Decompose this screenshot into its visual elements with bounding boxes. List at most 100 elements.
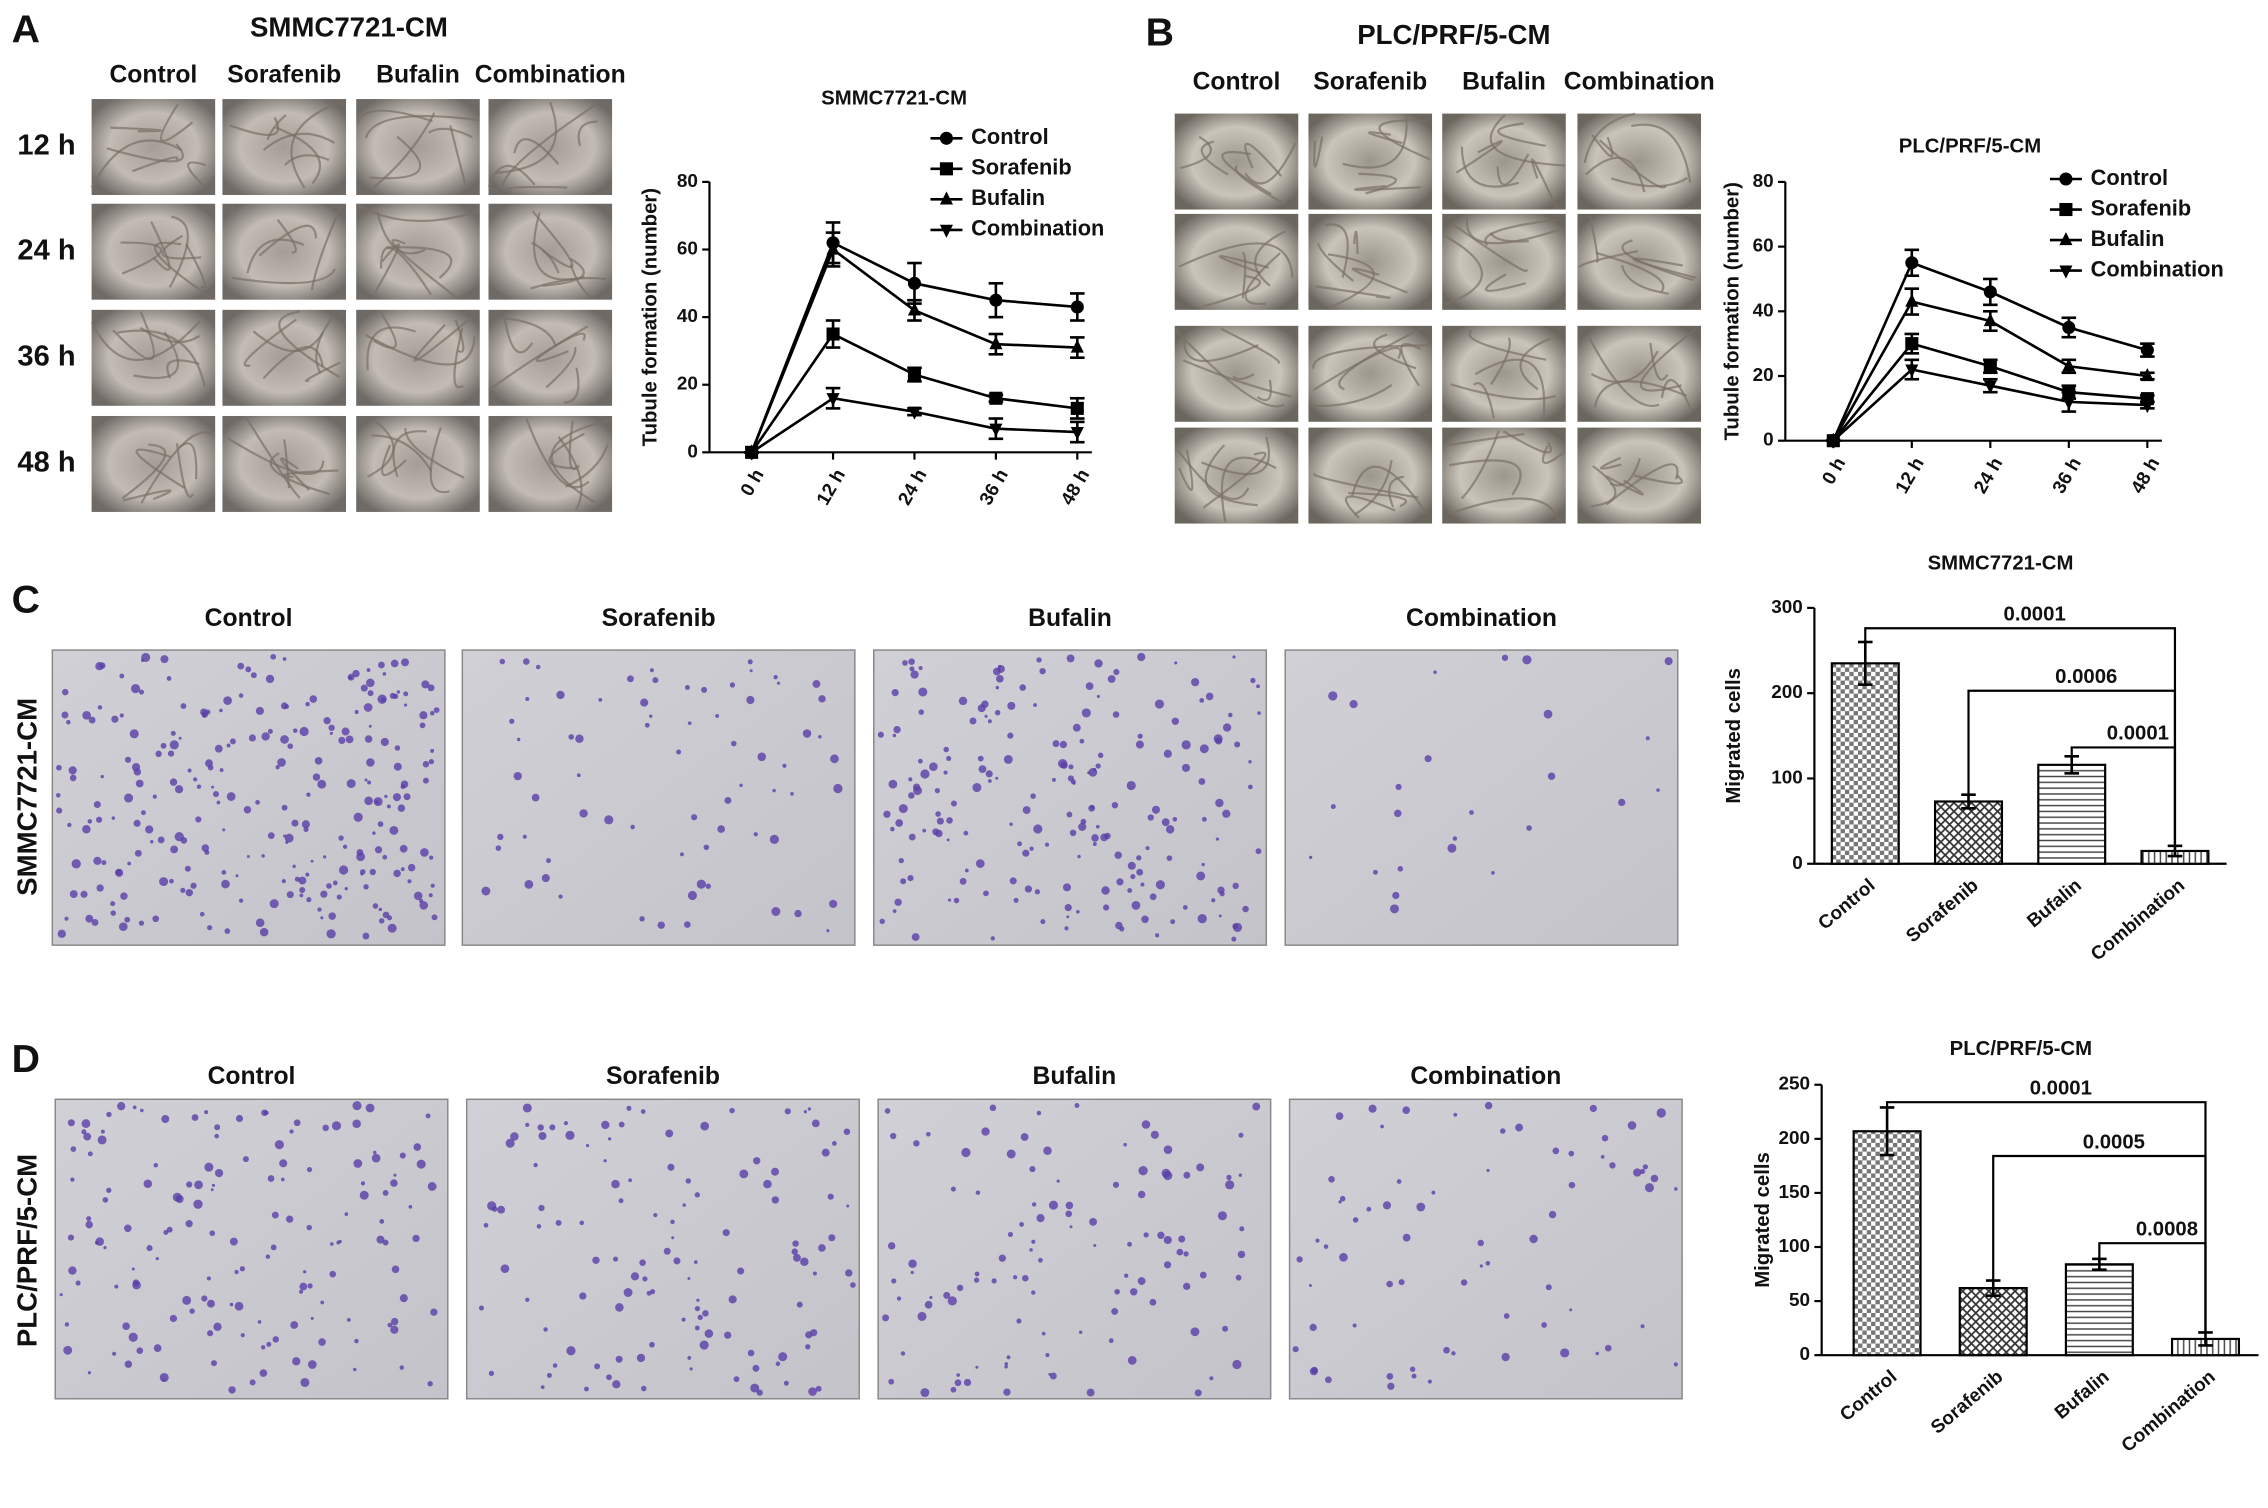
tubule xyxy=(1490,337,1511,386)
stained-cell xyxy=(169,740,179,750)
panel-title: PLC/PRF/5-CM xyxy=(1357,19,1550,50)
tubule xyxy=(1351,267,1408,294)
tubule xyxy=(1448,459,1522,496)
stained-cell xyxy=(61,711,69,719)
y-tick-label: 0 xyxy=(1792,853,1803,874)
stained-cell xyxy=(193,1199,203,1209)
stained-cell xyxy=(267,832,275,839)
stained-cell xyxy=(693,1260,698,1264)
stained-cell xyxy=(1218,914,1222,918)
stained-cell xyxy=(784,1108,791,1115)
stained-cell xyxy=(896,1296,902,1301)
stained-cell xyxy=(95,661,104,671)
stained-cell xyxy=(491,1206,498,1212)
stained-cell xyxy=(535,664,541,670)
stained-cell xyxy=(771,1196,780,1204)
stained-cell xyxy=(850,1282,856,1288)
stained-cell xyxy=(1213,734,1223,744)
stained-cell xyxy=(207,764,214,771)
tubule xyxy=(1317,242,1355,282)
stained-cell xyxy=(67,1234,75,1241)
stained-cell xyxy=(649,1341,655,1348)
stained-cell xyxy=(279,1159,288,1168)
stained-cell xyxy=(408,1205,413,1209)
stained-cell xyxy=(910,1270,914,1275)
stained-cell xyxy=(374,846,383,854)
tubule xyxy=(373,312,397,349)
stained-cell xyxy=(185,1220,193,1228)
point xyxy=(989,423,1003,437)
stained-cell xyxy=(696,1298,700,1302)
stained-cell xyxy=(259,1369,268,1377)
stained-cell xyxy=(684,921,691,928)
stained-cell xyxy=(715,713,720,718)
stained-cell xyxy=(1149,1298,1157,1306)
stained-cell xyxy=(1427,1379,1432,1384)
stained-cell xyxy=(1052,740,1060,748)
stained-cell xyxy=(1141,1120,1151,1129)
stained-cell xyxy=(604,815,614,825)
stained-cell xyxy=(907,874,914,882)
stained-cell xyxy=(399,1152,406,1159)
side-label: SMMC7721-CM xyxy=(11,698,42,896)
stained-cell xyxy=(298,876,307,885)
y-tick-label: 50 xyxy=(1789,1290,1810,1311)
stained-cell xyxy=(344,887,348,891)
stained-cell xyxy=(1373,869,1378,875)
stained-cell xyxy=(943,770,948,775)
stained-cell xyxy=(525,1122,530,1127)
tubule xyxy=(1244,142,1283,177)
stained-cell xyxy=(1604,1344,1612,1352)
stained-cell xyxy=(483,1222,489,1228)
stained-cell xyxy=(56,793,61,798)
stained-cell xyxy=(538,1132,547,1141)
stained-cell xyxy=(216,800,221,805)
stained-cell xyxy=(1397,866,1404,872)
stained-cell xyxy=(1079,738,1085,744)
tubule xyxy=(548,432,585,470)
stained-cell xyxy=(1004,1364,1008,1369)
stained-cell xyxy=(739,783,743,788)
stained-cell xyxy=(763,1179,772,1189)
stained-cell xyxy=(1402,1106,1411,1115)
point xyxy=(1983,359,1997,373)
stained-cell xyxy=(352,1101,362,1111)
stained-cell xyxy=(877,731,884,738)
stained-cell xyxy=(111,816,116,820)
stained-cell xyxy=(888,779,898,789)
micrograph xyxy=(1308,427,1433,524)
stained-cell xyxy=(910,670,919,679)
micrograph xyxy=(1308,325,1433,422)
stained-cell xyxy=(175,1194,184,1204)
stained-cell xyxy=(924,1300,933,1309)
x-tick-label: Control xyxy=(1836,1366,1901,1425)
stained-cell xyxy=(936,817,944,825)
bar xyxy=(1852,1130,1922,1357)
point xyxy=(826,241,840,255)
stained-cell xyxy=(1154,699,1165,709)
stained-cell xyxy=(305,872,310,877)
stained-cell xyxy=(998,1254,1006,1262)
stained-cell xyxy=(684,684,690,690)
micrograph xyxy=(488,99,613,195)
stained-cell xyxy=(1328,691,1338,701)
stained-cell xyxy=(235,874,239,878)
tubule xyxy=(1201,436,1271,476)
legend-marker xyxy=(2059,265,2073,279)
tubule xyxy=(496,316,557,348)
stained-cell xyxy=(606,1374,612,1381)
stained-cell xyxy=(135,779,144,788)
tubule xyxy=(1220,327,1280,365)
stained-cell xyxy=(196,784,202,789)
stained-cell xyxy=(1601,1134,1609,1142)
significance-bracket xyxy=(1886,1101,2207,1333)
legend-label: Control xyxy=(2091,165,2168,190)
column-label: Control xyxy=(205,605,293,632)
stained-cell xyxy=(639,916,645,922)
stained-cell xyxy=(387,1322,393,1328)
micrograph xyxy=(1308,113,1433,210)
stained-cell xyxy=(103,1246,107,1250)
point xyxy=(745,447,759,461)
stained-cell xyxy=(701,686,708,693)
x-tick-label: 12 h xyxy=(1892,454,1929,497)
